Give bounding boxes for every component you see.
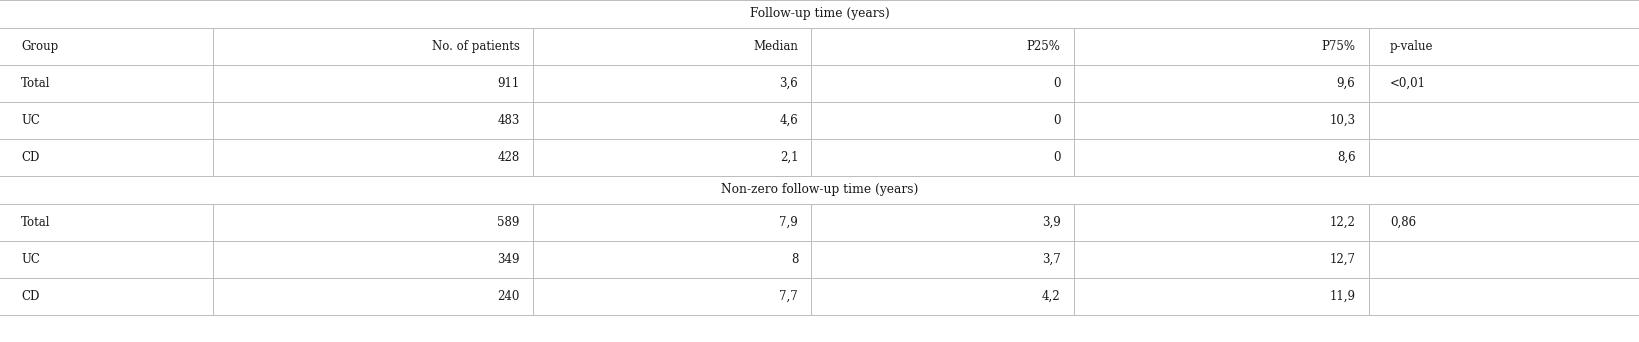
Text: 10,3: 10,3 — [1329, 114, 1355, 127]
Text: 428: 428 — [497, 151, 520, 164]
Text: CD: CD — [21, 290, 39, 303]
Text: 483: 483 — [497, 114, 520, 127]
Text: UC: UC — [21, 253, 41, 266]
Text: 8,6: 8,6 — [1337, 151, 1355, 164]
Text: Group: Group — [21, 40, 59, 53]
Text: 4,6: 4,6 — [780, 114, 798, 127]
Text: No. of patients: No. of patients — [431, 40, 520, 53]
Text: 12,7: 12,7 — [1329, 253, 1355, 266]
Text: Total: Total — [21, 77, 51, 90]
Text: 11,9: 11,9 — [1329, 290, 1355, 303]
Text: 2,1: 2,1 — [780, 151, 798, 164]
Text: 0: 0 — [1052, 77, 1060, 90]
Text: Follow-up time (years): Follow-up time (years) — [749, 8, 890, 21]
Text: P75%: P75% — [1321, 40, 1355, 53]
Text: 0,86: 0,86 — [1390, 216, 1416, 229]
Text: Non-zero follow-up time (years): Non-zero follow-up time (years) — [721, 184, 918, 197]
Text: 7,9: 7,9 — [780, 216, 798, 229]
Text: 589: 589 — [497, 216, 520, 229]
Text: P25%: P25% — [1026, 40, 1060, 53]
Text: Total: Total — [21, 216, 51, 229]
Text: 0: 0 — [1052, 114, 1060, 127]
Text: 911: 911 — [497, 77, 520, 90]
Text: 8: 8 — [792, 253, 798, 266]
Text: 3,7: 3,7 — [1042, 253, 1060, 266]
Text: 349: 349 — [497, 253, 520, 266]
Text: UC: UC — [21, 114, 41, 127]
Text: CD: CD — [21, 151, 39, 164]
Text: 0: 0 — [1052, 151, 1060, 164]
Text: 4,2: 4,2 — [1042, 290, 1060, 303]
Text: 12,2: 12,2 — [1329, 216, 1355, 229]
Text: 9,6: 9,6 — [1337, 77, 1355, 90]
Text: Median: Median — [754, 40, 798, 53]
Text: 3,6: 3,6 — [780, 77, 798, 90]
Text: p-value: p-value — [1390, 40, 1434, 53]
Text: 240: 240 — [497, 290, 520, 303]
Text: 7,7: 7,7 — [780, 290, 798, 303]
Text: 3,9: 3,9 — [1042, 216, 1060, 229]
Text: <0,01: <0,01 — [1390, 77, 1426, 90]
